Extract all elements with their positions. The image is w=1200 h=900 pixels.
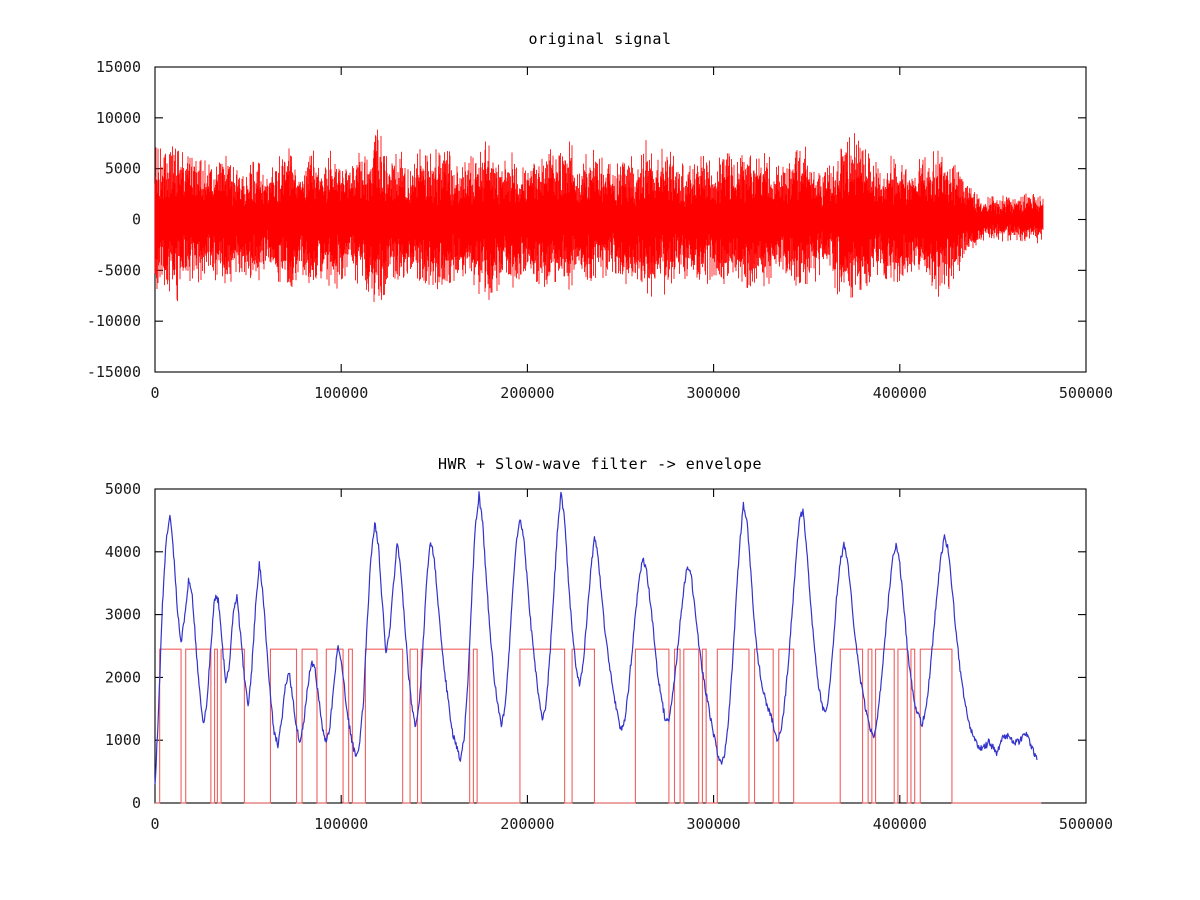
y-tick-label: 2000 — [105, 668, 141, 686]
y-tick-label: 5000 — [105, 480, 141, 498]
x-tick-label: 100000 — [314, 815, 368, 833]
x-tick-label: 500000 — [1059, 815, 1113, 833]
x-tick-label: 100000 — [314, 384, 368, 402]
y-tick-label: 4000 — [105, 543, 141, 561]
y-tick-label: 0 — [132, 211, 141, 229]
y-tick-label: -15000 — [87, 363, 141, 381]
x-tick-label: 300000 — [687, 815, 741, 833]
plot-envelope: 0 1000 2000 3000 4000 5000 0 100000 200000 300000… — [105, 480, 1113, 833]
x-tick-label: 200000 — [500, 815, 554, 833]
y-tick-label: 3000 — [105, 606, 141, 624]
x-tick-label: 0 — [150, 815, 159, 833]
plot-original-signal: -15000 -10000 -5000 0 5000 10000 15000 0 100000 2… — [87, 58, 1113, 402]
waveform-trace — [154, 129, 1044, 302]
y-tick-label: 1000 — [105, 731, 141, 749]
x-tick-label: 300000 — [687, 384, 741, 402]
panel-title-original-signal: original signal — [528, 30, 672, 48]
panel-original-signal: original signal -15000 -10000 -5000 0 5000 10… — [0, 0, 1200, 440]
x-tick-label: 500000 — [1059, 384, 1113, 402]
envelope-trace — [154, 491, 1038, 785]
y-tick-label: 5000 — [105, 160, 141, 178]
y-tick-label: 10000 — [96, 109, 141, 127]
y-tick-label: 0 — [132, 794, 141, 812]
x-tick-label: 400000 — [873, 815, 927, 833]
y-tick-label: -5000 — [96, 261, 141, 279]
y-tick-label: -10000 — [87, 312, 141, 330]
panel-envelope: HWR + Slow-wave filter -> envelope 0 1000… — [0, 430, 1200, 900]
x-tick-label: 0 — [150, 384, 159, 402]
x-tick-label: 400000 — [873, 384, 927, 402]
x-tick-label: 200000 — [500, 384, 554, 402]
panel-title-envelope: HWR + Slow-wave filter -> envelope — [437, 455, 763, 473]
y-tick-label: 15000 — [96, 58, 141, 76]
gate-trace — [155, 648, 1042, 804]
